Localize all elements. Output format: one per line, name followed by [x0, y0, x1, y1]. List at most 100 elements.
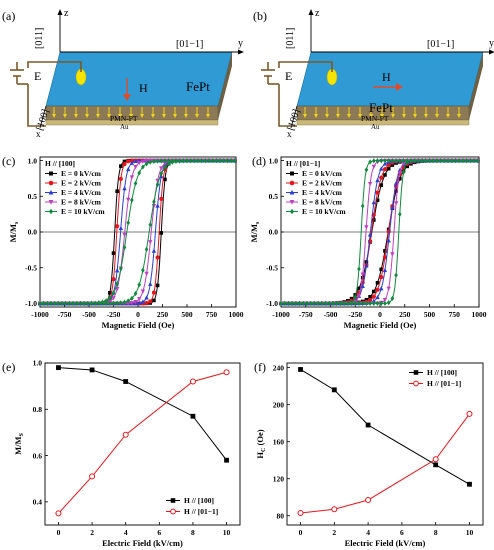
poling-arrow-head — [107, 114, 111, 118]
data-point — [148, 240, 153, 245]
data-point — [383, 249, 387, 253]
data-point — [162, 161, 168, 166]
data-point — [393, 180, 399, 186]
y-tick-label: 0.0 — [28, 228, 38, 237]
x-tick-label: 6 — [157, 528, 161, 537]
data-point — [401, 157, 406, 164]
data-point — [214, 157, 219, 164]
x-tick-label: 0 — [136, 310, 140, 319]
data-point — [368, 300, 372, 307]
data-point — [140, 299, 146, 304]
data-point — [461, 157, 465, 164]
data-point — [365, 422, 371, 428]
data-point — [144, 161, 149, 167]
poling-arrow-head — [63, 114, 67, 118]
data-point — [442, 157, 447, 164]
z-axis-label: z — [315, 8, 320, 19]
data-point — [409, 157, 413, 164]
data-point — [382, 297, 388, 303]
data-point — [375, 177, 380, 183]
data-point — [196, 157, 200, 164]
data-point — [144, 159, 149, 164]
data-point — [188, 157, 193, 164]
data-point — [312, 300, 317, 307]
poling-arrow-head — [184, 114, 188, 118]
data-point — [279, 300, 283, 307]
data-point — [357, 286, 361, 291]
legend-marker — [170, 498, 176, 503]
data-point — [89, 367, 95, 373]
data-point — [357, 266, 361, 272]
x-axis — [39, 105, 47, 129]
data-point — [129, 160, 135, 165]
poling-arrow-head — [140, 114, 144, 118]
data-point — [386, 286, 391, 291]
data-point — [126, 197, 131, 202]
data-point — [353, 294, 358, 300]
field-arrow-head — [396, 83, 403, 91]
legend-marker — [290, 208, 294, 215]
data-point — [82, 300, 86, 306]
data-point — [397, 167, 402, 173]
data-point — [55, 510, 62, 517]
data-point — [144, 295, 149, 300]
data-point — [432, 456, 439, 463]
data-point — [108, 300, 112, 306]
legend-label: E = 4 kV/cm — [61, 188, 102, 197]
series-line — [58, 371, 227, 514]
substrate-side — [218, 52, 232, 120]
x-axis-label: x — [287, 129, 292, 139]
data-point — [133, 180, 138, 186]
data-point — [163, 158, 167, 164]
data-point — [342, 300, 346, 307]
data-point — [398, 176, 402, 181]
data-point — [119, 164, 123, 168]
data-point — [152, 158, 156, 164]
x-tick-label: -500 — [82, 310, 96, 319]
x-tick-label: 8 — [434, 528, 438, 537]
data-point — [56, 300, 61, 307]
data-point — [45, 300, 50, 307]
data-point — [148, 222, 153, 228]
data-point — [331, 387, 337, 393]
data-point — [375, 280, 380, 285]
poling-arrow-head — [336, 114, 340, 118]
poling-arrow-head — [173, 114, 177, 118]
y-tick-label: 1.0 — [33, 359, 43, 368]
data-point — [379, 175, 384, 180]
data-point — [438, 157, 443, 164]
data-point — [122, 431, 129, 438]
data-point — [192, 157, 197, 164]
data-point — [375, 294, 380, 300]
series-0 — [56, 365, 229, 463]
poling-arrow-head — [435, 114, 439, 118]
y-axis-head — [489, 49, 494, 55]
data-point — [467, 481, 472, 487]
y-tick-label: 1.0 — [269, 156, 279, 165]
panel-label: (d) — [252, 154, 266, 168]
y-axis-head — [238, 49, 244, 55]
data-point — [115, 281, 119, 287]
z-axis-label: z — [64, 8, 69, 19]
poling-arrow-head — [85, 114, 89, 118]
data-point — [375, 198, 380, 203]
data-point — [111, 296, 116, 301]
data-point — [327, 300, 332, 307]
y-tick-label: -1.0 — [25, 299, 37, 308]
x-tick-label: 6 — [400, 528, 404, 537]
circuit-wire-bottom — [278, 84, 297, 127]
source-label: E — [285, 69, 292, 83]
data-point — [383, 300, 387, 306]
data-point — [148, 299, 153, 304]
legend: H // [01−1]E = 0 kV/cmE = 2 kV/cmE = 4 k… — [286, 159, 346, 216]
y-tick-label: -0.5 — [25, 263, 37, 272]
data-point — [338, 300, 343, 307]
data-point — [137, 170, 142, 176]
poling-arrow-head — [391, 114, 395, 118]
data-point — [316, 300, 320, 307]
legend-title: H // [01−1] — [286, 159, 320, 168]
data-point — [126, 166, 131, 172]
data-point — [398, 157, 402, 164]
x-axis-title: Electric Field (kV/cm) — [102, 538, 183, 548]
data-point — [108, 295, 112, 301]
